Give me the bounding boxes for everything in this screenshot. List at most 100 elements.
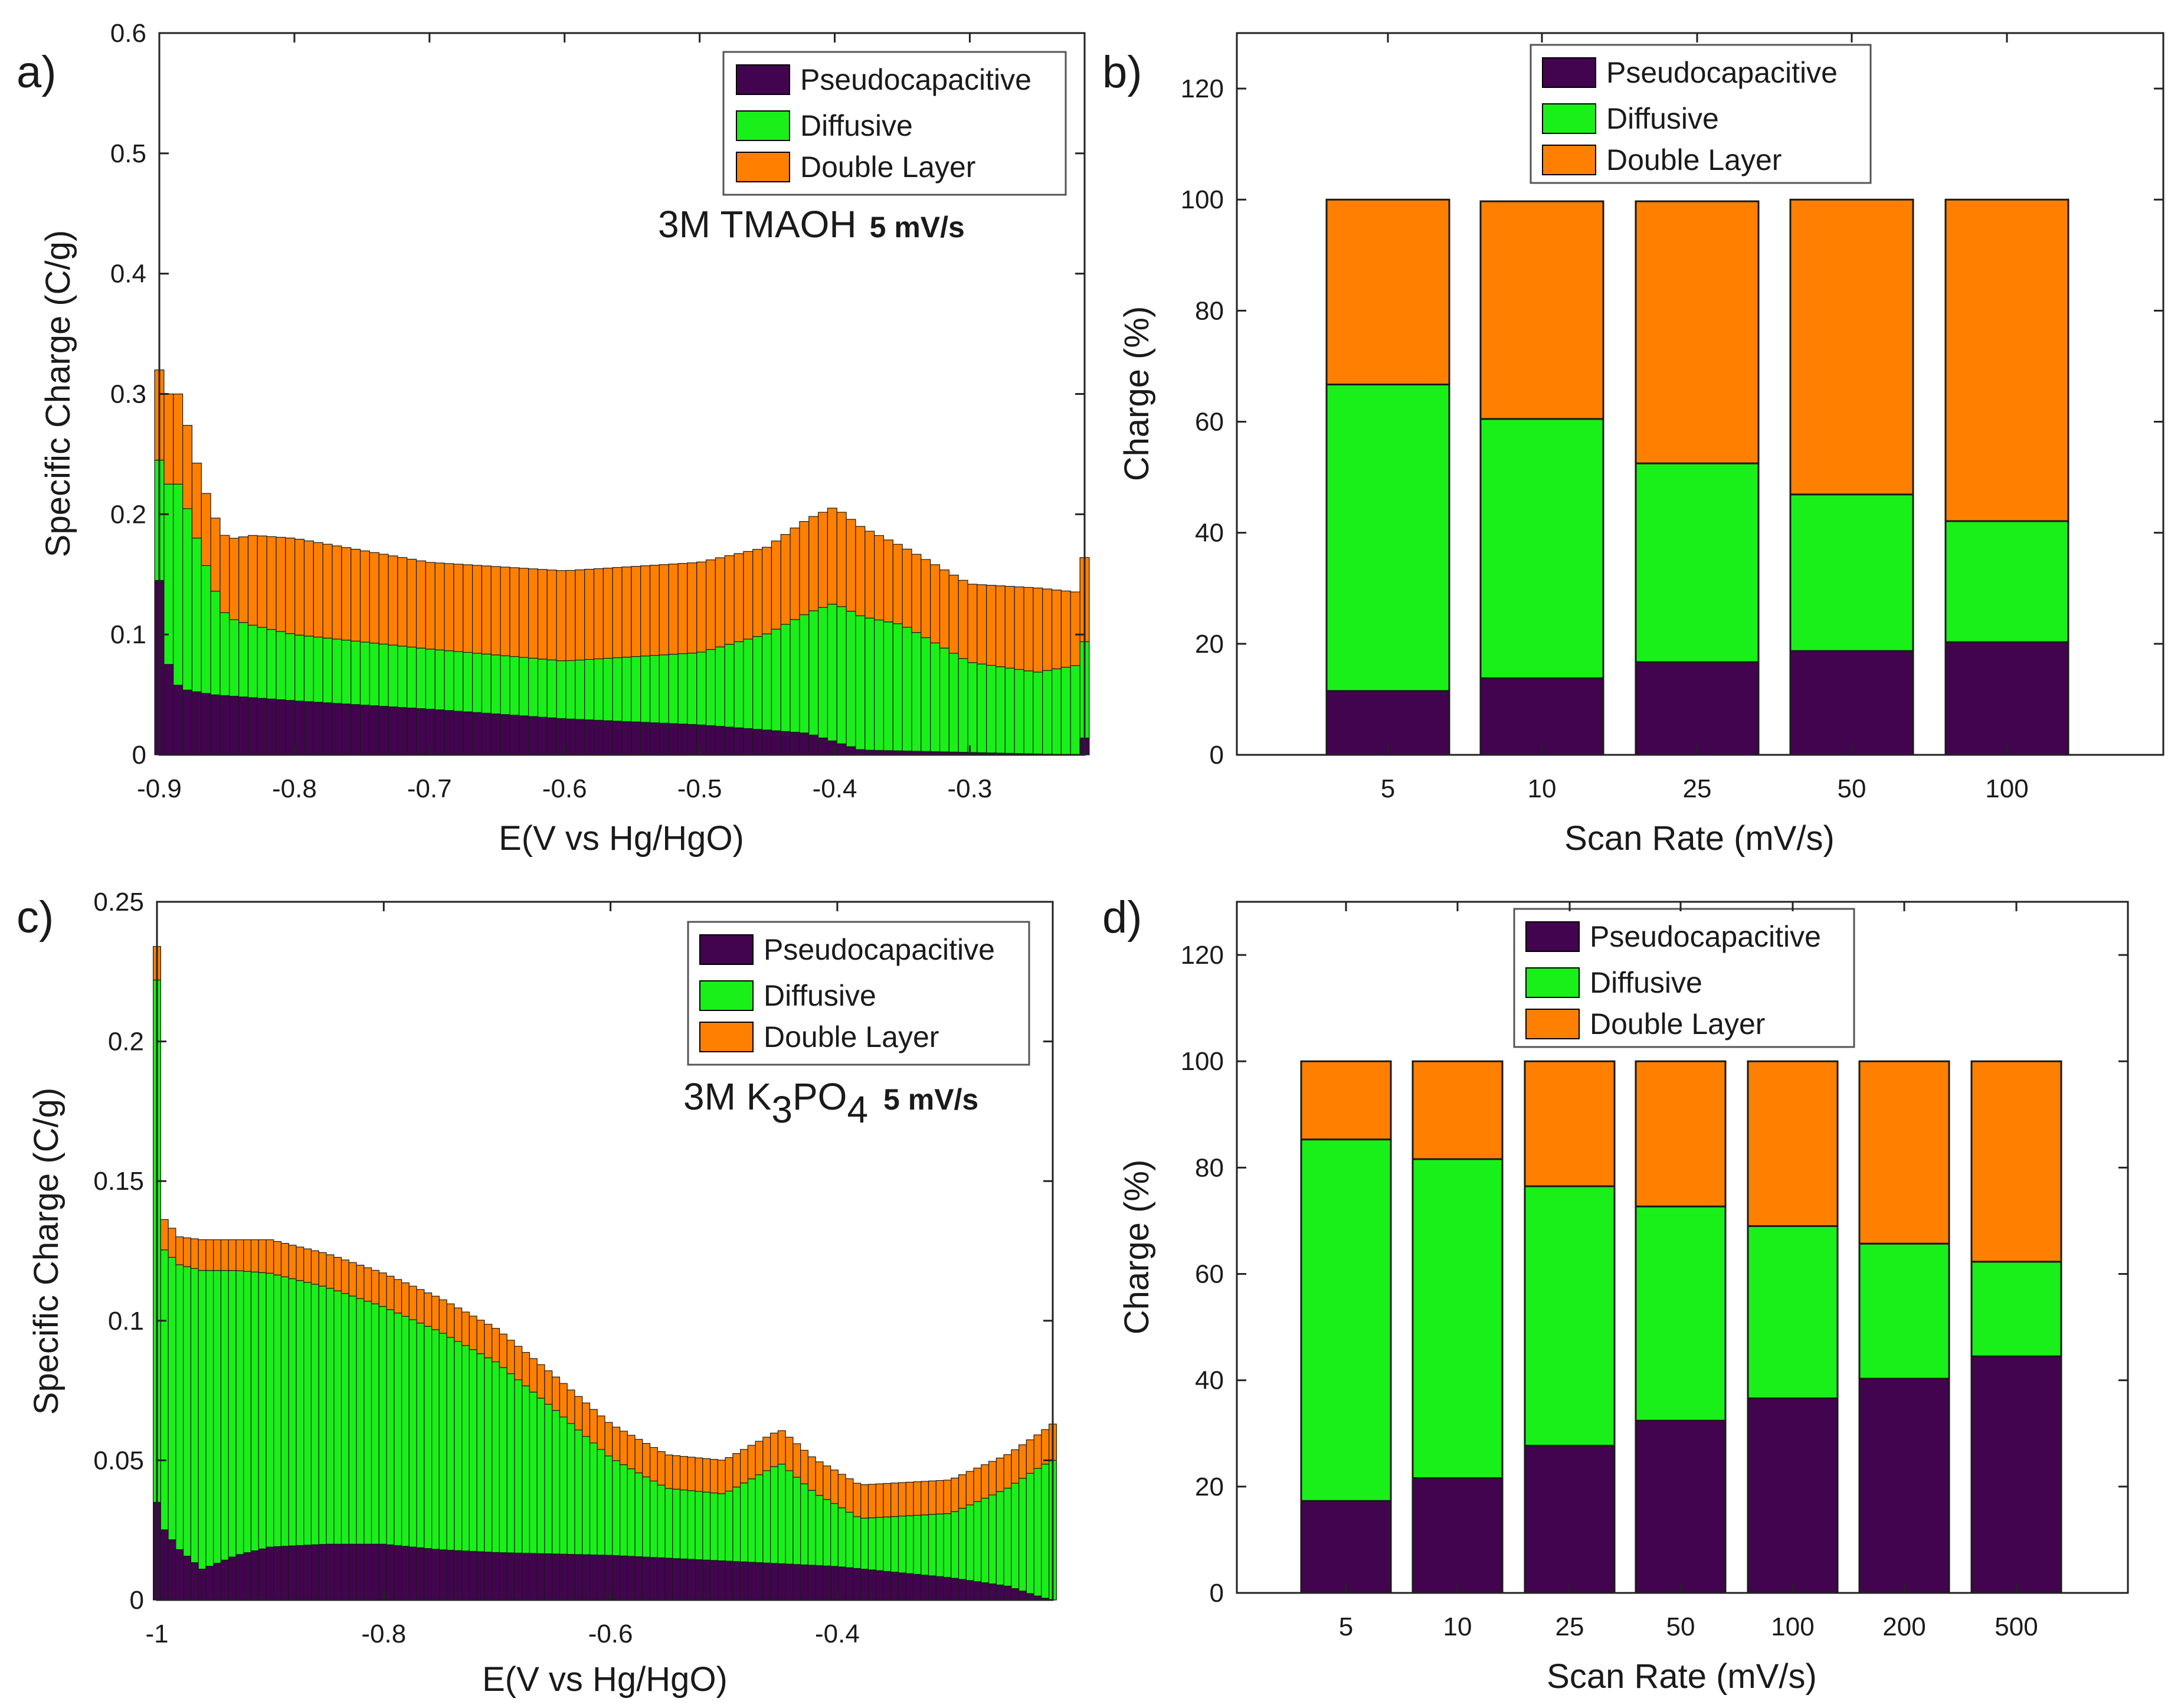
panel-a-bar-double-layer xyxy=(229,538,240,620)
panel-a-bar-diffusive xyxy=(519,657,529,716)
panel-d-bar-double-layer-10 xyxy=(1412,1060,1504,1160)
panel-c-bar-diffusive xyxy=(672,1488,681,1559)
panel-a-bar-double-layer xyxy=(1023,587,1034,672)
panel-c-bar-double-layer xyxy=(1026,1439,1034,1474)
panel-a-xtick-label: -0.8 xyxy=(272,774,317,803)
panel-a-bar-double-layer xyxy=(640,565,651,657)
panel-a-bar-double-layer xyxy=(565,570,576,661)
panel-c-bar-diffusive xyxy=(378,1305,387,1545)
panel-c-bar-diffusive xyxy=(416,1323,425,1549)
panel-a-bar-double-layer xyxy=(173,393,184,485)
panel-a-bar-diffusive xyxy=(668,653,679,724)
panel-c-bar-diffusive xyxy=(506,1373,515,1553)
panel-a-bar-diffusive xyxy=(163,483,174,665)
panel-c-bar-double-layer xyxy=(905,1481,914,1516)
panel-c-bar-diffusive xyxy=(860,1517,869,1570)
panel-a-legend-swatch-diffusive xyxy=(736,110,790,141)
panel-c-bar-double-layer xyxy=(220,1239,229,1271)
panel-c-bar-pseudocapacitive xyxy=(1018,1591,1027,1601)
panel-c-bar-diffusive xyxy=(770,1466,778,1564)
panel-a-xtick-label: -0.3 xyxy=(948,774,993,803)
panel-a-bar-diffusive xyxy=(220,612,230,696)
panel-c-bar-double-layer xyxy=(928,1480,936,1515)
panel-a-bar-pseudocapacitive xyxy=(771,730,781,755)
panel-c-bar-pseudocapacitive xyxy=(837,1566,846,1601)
panel-a-bar-diffusive xyxy=(902,627,912,752)
panel-c-bar-pseudocapacitive xyxy=(965,1580,974,1601)
panel-c-bar-double-layer xyxy=(250,1239,259,1272)
panel-c-bar-diffusive xyxy=(732,1486,741,1562)
panel-c-bar-diffusive xyxy=(461,1345,470,1552)
panel-a-bar-pseudocapacitive xyxy=(593,719,604,755)
panel-c-bar-pseudocapacitive xyxy=(228,1556,237,1601)
panel-c-bar-pseudocapacitive xyxy=(364,1543,372,1601)
panel-c-bar-diffusive xyxy=(755,1474,764,1563)
panel-d-ylabel: Charge (%) xyxy=(1118,1160,1156,1335)
panel-c-bar-double-layer xyxy=(492,1328,500,1363)
panel-a-bar-pseudocapacitive xyxy=(191,691,202,755)
panel-a-bar-diffusive xyxy=(369,643,379,706)
panel-a-bar-diffusive xyxy=(481,653,492,714)
panel-c-bar-double-layer xyxy=(574,1396,583,1431)
panel-c-bar-pseudocapacitive xyxy=(988,1583,997,1601)
panel-d-legend-label-pseudocapacitive: Pseudocapacitive xyxy=(1590,920,1821,953)
panel-a-bar-double-layer xyxy=(930,564,941,643)
panel-d-bar-diffusive-5 xyxy=(1300,1138,1392,1502)
panel-a-bar-double-layer xyxy=(285,537,296,634)
panel-c-bar-pseudocapacitive xyxy=(793,1564,801,1601)
panel-a-bar-double-layer xyxy=(359,550,370,643)
panel-a-bar-double-layer xyxy=(322,544,333,639)
panel-a-bar-double-layer xyxy=(490,566,501,656)
panel-c-bar-diffusive xyxy=(168,1257,176,1540)
panel-a-bar-pseudocapacitive xyxy=(519,715,529,755)
panel-d-xtick-label: 200 xyxy=(1882,1612,1925,1641)
panel-d-xlabel: Scan Rate (mV/s) xyxy=(1547,1657,1817,1696)
panel-c-bar-double-layer xyxy=(642,1443,651,1478)
panel-a-bar-diffusive xyxy=(696,652,707,725)
panel-a-bar-double-layer xyxy=(958,580,968,659)
panel-a-bar-pseudocapacitive xyxy=(808,734,819,755)
panel-a-bar-double-layer xyxy=(892,544,903,624)
panel-d-legend-swatch-pseudocapacitive xyxy=(1525,921,1580,952)
panel-d-bar-pseudocapacitive-50 xyxy=(1635,1419,1727,1594)
panel-a-bar-double-layer xyxy=(864,531,875,619)
panel-a-bar-pseudocapacitive xyxy=(733,727,744,755)
panel-d-axes: 0 20 40 60 80 100 120 5 10 25 50 100 200 500 xyxy=(1181,901,2129,1641)
panel-a-bar-pseudocapacitive xyxy=(696,724,707,755)
panel-c-bar-diffusive xyxy=(627,1468,636,1557)
panel-a-bar-diffusive xyxy=(359,642,370,706)
panel-c-bar-pseudocapacitive xyxy=(273,1546,282,1601)
panel-c-bar-diffusive xyxy=(642,1476,651,1558)
panel-d-bar-double-layer-200 xyxy=(1858,1060,1950,1245)
panel-c-bar-double-layer xyxy=(454,1307,463,1342)
panel-c-bar-pseudocapacitive xyxy=(303,1545,312,1601)
panel-a-bar-double-layer xyxy=(341,547,352,641)
panel-c-bar-double-layer xyxy=(597,1415,605,1450)
panel-a-bar-double-layer xyxy=(761,547,772,634)
panel-c-bar-diffusive xyxy=(853,1516,862,1569)
panel-b-axes: 0 20 40 60 80 100 120 5 10 25 50 100 xyxy=(1181,32,2164,803)
panel-c-bar-diffusive xyxy=(702,1491,711,1560)
panel-a-bar-pseudocapacitive xyxy=(463,711,473,755)
panel-c-bar-double-layer xyxy=(168,1228,176,1258)
panel-c-bar-double-layer xyxy=(333,1257,342,1291)
panel-c-bar-pseudocapacitive xyxy=(905,1573,914,1601)
panel-c-bar-diffusive xyxy=(687,1490,696,1560)
panel-a-bar-diffusive xyxy=(238,622,249,698)
panel-a-bar-double-layer xyxy=(556,570,566,662)
panel-a-bar-pseudocapacitive xyxy=(341,704,352,755)
panel-c: c) 0 0.05 0.1 0.15 0.2 0.25 -1 -0.8 -0.6 -0.4 E(V… xyxy=(17,888,1057,1699)
panel-a-legend: Pseudocapacitive Diffusive Double Layer xyxy=(722,51,1067,196)
panel-b-bar-diffusive-25 xyxy=(1635,462,1760,663)
panel-b-bar-pseudocapacitive-100 xyxy=(1944,641,2069,756)
panel-c-legend: Pseudocapacitive Diffusive Double Layer xyxy=(687,921,1030,1066)
panel-a-bar-diffusive xyxy=(1004,668,1015,754)
panel-c-bar-pseudocapacitive xyxy=(296,1545,304,1601)
panel-c-bar-pseudocapacitive xyxy=(928,1575,936,1601)
panel-c-bar-diffusive xyxy=(830,1503,839,1567)
panel-c-bar-diffusive xyxy=(800,1483,809,1566)
panel-c-bar-double-layer xyxy=(258,1239,267,1273)
panel-a-ytick-label: 0.1 xyxy=(110,620,146,649)
panel-c-bar-diffusive xyxy=(883,1516,892,1572)
